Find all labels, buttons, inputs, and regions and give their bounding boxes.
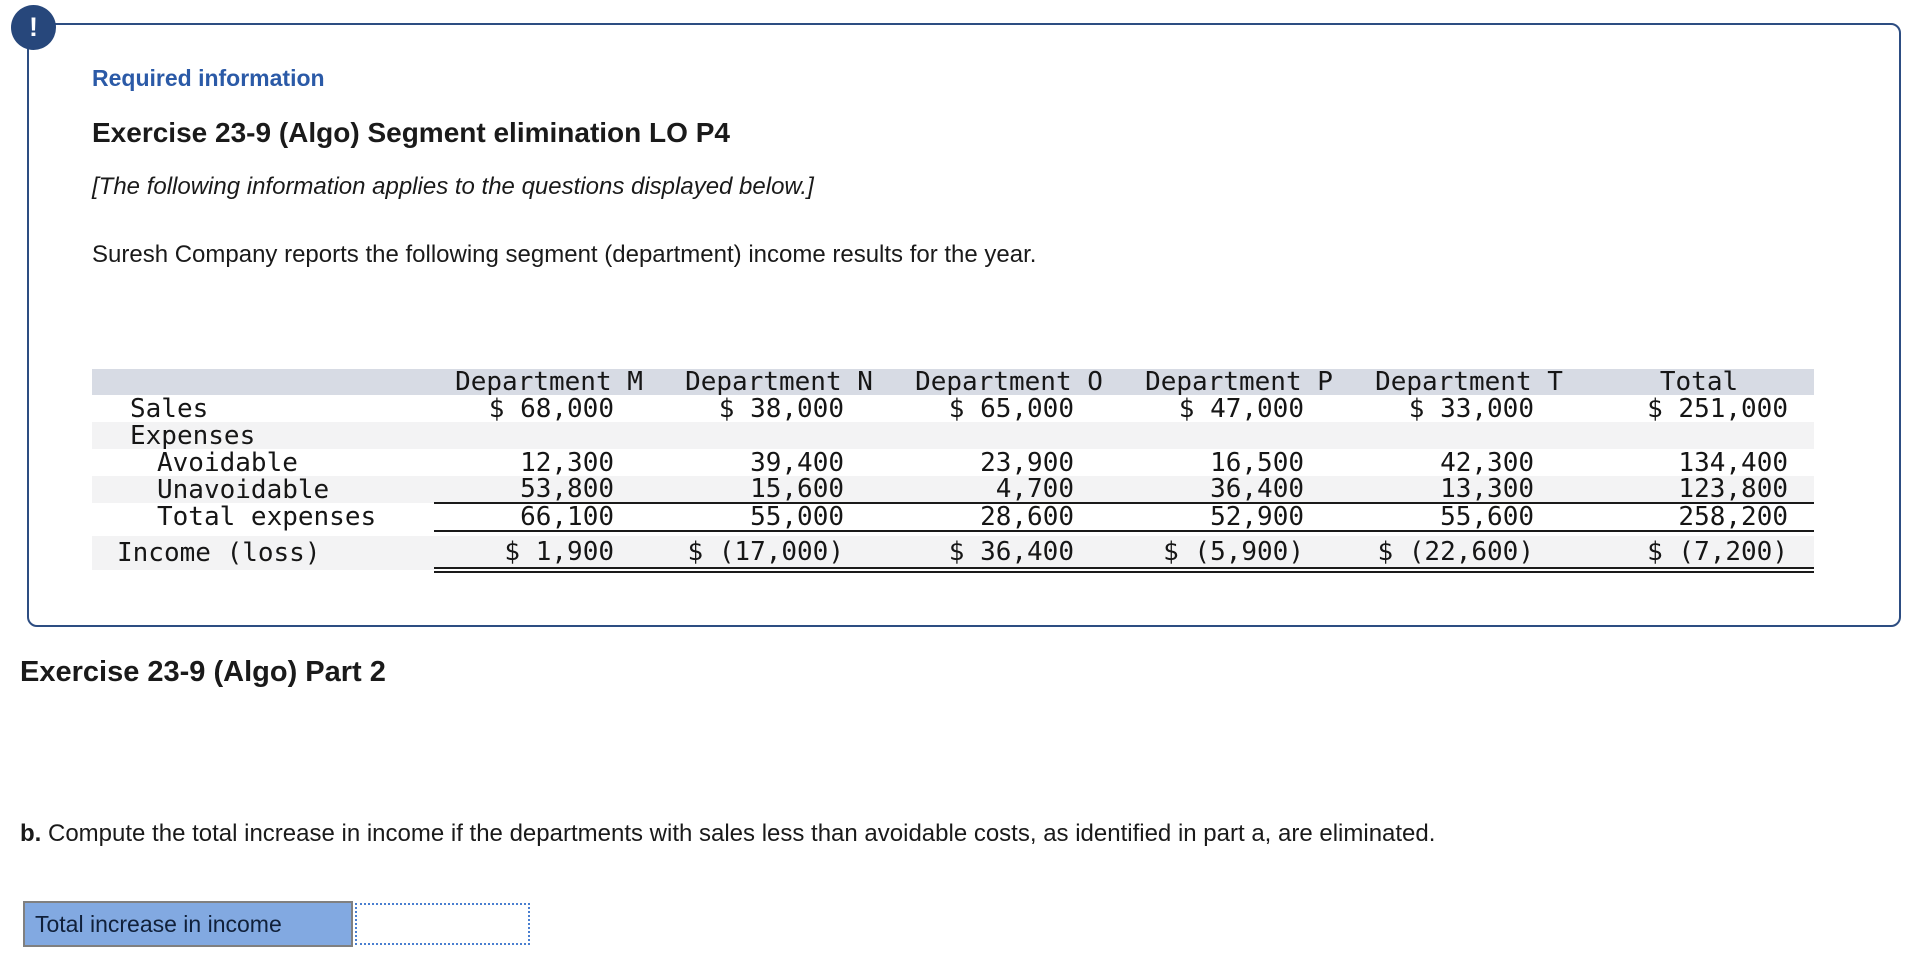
row-label: Sales	[130, 395, 209, 422]
value-cell: $ (22,600)	[1354, 536, 1584, 573]
value-cell	[1124, 422, 1354, 449]
value-cell: 52,900	[1124, 503, 1354, 532]
value-cell	[1584, 422, 1814, 449]
value-cell: 134,400	[1678, 449, 1788, 476]
value-cell: 36,400	[1124, 476, 1354, 504]
column-header: Department M	[455, 369, 643, 395]
question-b-body: Compute the total increase in income if …	[41, 820, 1436, 847]
value-cell: 23,900	[980, 449, 1074, 476]
table-row: Avoidable 12,300 39,400 23,900 16,500 42,300 1…	[92, 449, 1814, 476]
table-row: Unavoidable 53,800 15,600 4,700 36,400 13,300…	[92, 476, 1814, 504]
required-info-alert-icon: !	[11, 5, 56, 50]
row-label: Income (loss)	[117, 538, 321, 568]
value-cell: 123,800	[1584, 476, 1814, 504]
question-b-text: b. Compute the total increase in income …	[20, 820, 1910, 848]
value-cell: 42,300	[1440, 449, 1534, 476]
part2-heading: Exercise 23-9 (Algo) Part 2	[20, 656, 386, 688]
row-label: Total expenses	[157, 503, 377, 531]
value-cell: $ 47,000	[1178, 395, 1304, 422]
value-cell: 55,000	[664, 503, 894, 532]
total-increase-input[interactable]	[355, 903, 530, 945]
value-cell: 258,200	[1584, 503, 1814, 532]
value-cell: $ 33,000	[1408, 395, 1534, 422]
value-cell: $ 68,000	[488, 395, 614, 422]
column-header: Department N	[685, 369, 873, 395]
column-header: Department P	[1145, 369, 1333, 395]
exercise-title: Exercise 23-9 (Algo) Segment elimination…	[92, 117, 730, 148]
table-spacer-row	[92, 531, 1814, 536]
value-cell: 66,100	[434, 503, 664, 532]
column-header: Department O	[915, 369, 1103, 395]
value-cell: 15,600	[664, 476, 894, 504]
answer-label-cell: Total increase in income	[23, 901, 353, 947]
table-body: Sales $ 68,000 $ 38,000 $ 65,000 $ 47,000 $ 3…	[92, 395, 1814, 573]
exclamation-icon: !	[29, 12, 38, 42]
value-cell: 55,600	[1354, 503, 1584, 532]
required-information-label: Required information	[92, 65, 325, 91]
value-cell	[664, 422, 894, 449]
value-cell: 28,600	[894, 503, 1124, 532]
value-cell: 12,300	[520, 449, 614, 476]
table-row: Expenses	[92, 422, 1814, 449]
value-cell: $ 36,400	[894, 536, 1124, 573]
intro-text: Suresh Company reports the following seg…	[92, 241, 1037, 268]
value-cell: $ (5,900)	[1124, 536, 1354, 573]
table-row: Total expenses 66,100 55,000 28,600 52,900 55…	[92, 503, 1814, 532]
column-header: Total	[1659, 369, 1739, 395]
segment-income-table: Department M Department N Department O Depa…	[92, 369, 1814, 573]
table-row: Sales $ 68,000 $ 38,000 $ 65,000 $ 47,000 $ 3…	[92, 395, 1814, 422]
answer-row: Total increase in income	[23, 901, 530, 947]
value-cell	[1354, 422, 1584, 449]
value-cell: $ 38,000	[718, 395, 844, 422]
value-cell: 4,700	[894, 476, 1124, 504]
value-cell: 53,800	[434, 476, 664, 504]
column-header: Department T	[1375, 369, 1563, 395]
row-label: Avoidable	[157, 449, 298, 476]
applies-to-questions-note: [The following information applies to th…	[92, 173, 814, 200]
value-cell: $ 1,900	[434, 536, 664, 573]
row-label-column-header	[92, 369, 434, 395]
value-cell	[894, 422, 1124, 449]
row-label: Expenses	[130, 422, 256, 449]
value-cell: 16,500	[1210, 449, 1304, 476]
value-cell: $ (17,000)	[664, 536, 894, 573]
row-label: Unavoidable	[157, 476, 330, 503]
value-cell: $ 65,000	[948, 395, 1074, 422]
table-header-row: Department M Department N Department O Depa…	[92, 369, 1814, 395]
value-cell: 39,400	[750, 449, 844, 476]
value-cell: $ (7,200)	[1584, 536, 1814, 573]
value-cell: 13,300	[1354, 476, 1584, 504]
required-information-panel: Required information Exercise 23-9 (Algo…	[27, 23, 1901, 627]
question-b-prefix: b.	[20, 820, 42, 847]
table-row: Income (loss) $ 1,900 $ (17,000) $ 36,400 $ …	[92, 536, 1814, 573]
value-cell	[434, 422, 664, 449]
value-cell: $ 251,000	[1647, 395, 1788, 422]
